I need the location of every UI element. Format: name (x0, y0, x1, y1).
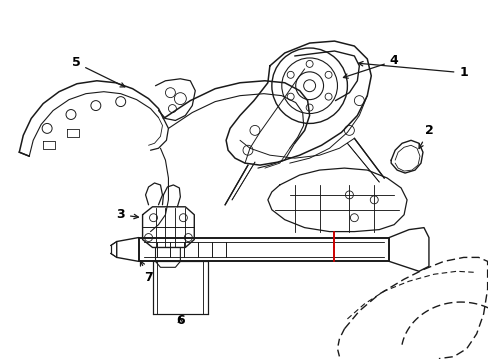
Text: 5: 5 (71, 57, 124, 87)
Text: 3: 3 (116, 208, 138, 221)
Text: 1: 1 (358, 62, 467, 79)
Text: 2: 2 (418, 124, 432, 149)
Text: 7: 7 (140, 261, 153, 284)
Text: 4: 4 (343, 54, 398, 78)
Text: 6: 6 (176, 314, 184, 327)
